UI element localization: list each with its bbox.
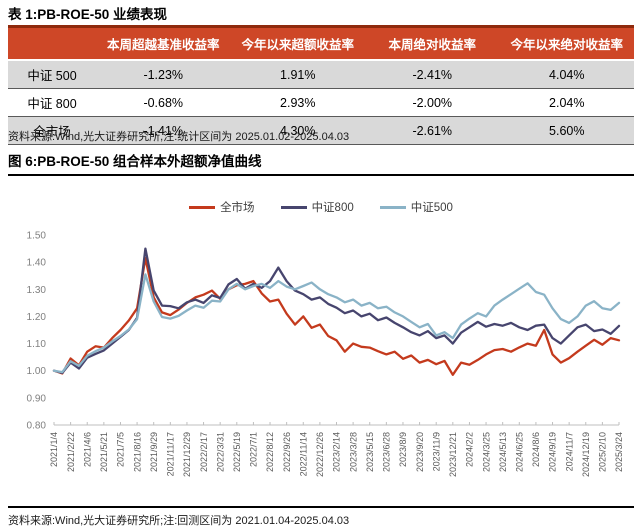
figure-title: 图 6:PB-ROE-50 组合样本外超额净值曲线 [8,154,262,169]
x-axis-tick-label: 2023/9/20 [415,432,425,472]
row-label: 全市场 [8,116,96,145]
table-cell: -2.41% [365,60,500,89]
x-axis-tick-label: 2022/9/26 [282,432,292,472]
x-axis-tick-label: 2021/12/29 [182,432,192,477]
y-axis-tick-label: 1.50 [27,231,47,242]
x-axis-tick-label: 2021/1/4 [49,432,59,467]
legend-label-csi800: 中证800 [311,202,354,214]
x-axis-tick-label: 2022/11/14 [298,432,308,476]
x-axis-tick-label: 2021/9/29 [149,432,159,472]
x-axis-tick-label: 2021/7/5 [116,432,126,467]
table-row: 中证 800 -0.68% 2.93% -2.00% 2.04% [8,88,634,117]
series-line-csi800 [52,247,621,375]
y-axis-tick-label: 1.20 [27,312,47,323]
legend-item-all-market: 全市场 [189,199,255,215]
x-axis-tick-label: 2023/5/15 [365,432,375,472]
x-axis-tick-label: 2021/2/22 [66,432,76,472]
table-cell: 5.60% [499,116,634,145]
table-cell: -0.68% [96,88,231,117]
x-axis-tick-label: 2025/2/10 [598,432,608,472]
table-source-note: 资料来源:Wind,光大证券研究所,注:统计区间为 2025.01.02-202… [8,131,350,143]
x-axis-tick-label: 2022/2/17 [199,432,209,472]
table-header-row: 本周超越基准收益率 今年以来超额收益率 本周绝对收益率 今年以来绝对收益率 [8,25,634,61]
y-axis-tick-label: 0.80 [27,421,47,432]
x-axis-tick-label: 2021/8/16 [132,432,142,472]
x-axis-tick-label: 2021/5/21 [99,432,109,472]
table-row: 中证 500 -1.23% 1.91% -2.41% 4.04% [8,60,634,89]
table-cell: 2.93% [230,88,365,117]
x-axis-tick-label: 2024/2/2 [465,432,475,467]
table-header-cell: 本周超越基准收益率 [96,25,231,61]
x-axis-tick-label: 2023/8/9 [398,432,408,467]
performance-table: 本周超越基准收益率 今年以来超额收益率 本周绝对收益率 今年以来绝对收益率 中证… [8,25,634,145]
table-cell: 2.04% [499,88,634,117]
row-label: 中证 500 [8,60,96,89]
table-header-cell: 本周绝对收益率 [365,25,500,61]
table-header-cell: 今年以来超额收益率 [230,25,365,61]
x-axis-tick-label: 2023/3/28 [348,432,358,472]
x-axis-tick-label: 2022/12/26 [315,432,325,477]
y-axis-tick-label: 1.40 [27,258,47,269]
table-cell: -2.61% [365,116,500,145]
x-axis-tick-label: 2024/6/25 [514,432,524,472]
table-cell: -1.23% [96,60,231,89]
figure-title-rule [8,174,634,176]
x-axis-tick-label: 2022/8/12 [265,432,275,472]
table-header-cell: 今年以来绝对收益率 [499,25,634,61]
x-axis-tick-label: 2025/3/24 [614,432,624,472]
x-axis-tick-label: 2021/11/17 [166,432,176,476]
x-axis-tick-label: 2024/11/7 [564,432,574,471]
legend-item-csi800: 中证800 [280,199,354,215]
x-axis-tick-label: 2024/12/19 [581,432,591,477]
table-cell: -2.00% [365,88,500,117]
chart-legend: 全市场 中证800 中证500 [0,199,642,215]
y-axis-tick-label: 0.90 [27,393,47,404]
x-axis-tick-label: 2024/9/19 [548,432,558,472]
legend-item-csi500: 中证500 [379,199,453,215]
x-axis-tick-label: 2023/6/28 [382,432,392,472]
legend-swatch-csi800 [280,205,307,209]
figure-bottom-rule [8,506,634,508]
legend-label-all-market: 全市场 [220,202,255,214]
x-axis-tick-label: 2024/8/6 [531,432,541,467]
table-row: 全市场 -1.41% 4.30% -2.61% 5.60% [8,116,634,145]
series-line-all-market [52,256,621,376]
series-line-csi500 [52,273,621,374]
excess-nav-line-chart: 0.80 0.90 1.00 1.10 1.20 1.30 1.40 1.50 2021/1/4… [27,231,625,478]
figure-source-note: 资料来源:Wind,光大证券研究所;注:回测区间为 2021.01.04-202… [8,515,350,527]
y-axis-tick-label: 1.30 [27,285,47,296]
y-axis-tick-label: 1.00 [27,366,47,377]
x-axis-tick-label: 2024/5/13 [498,432,508,472]
table-cell: 4.30% [230,116,365,145]
legend-swatch-all-market [189,205,216,209]
x-axis-tick-label: 2022/7/1 [249,432,259,467]
table-cell: -1.41% [96,116,231,145]
y-axis-tick-label: 1.10 [27,339,47,350]
table-cell: 1.91% [230,60,365,89]
legend-label-csi500: 中证500 [410,202,453,214]
x-axis-tick-label: 2023/12/21 [448,432,458,477]
legend-swatch-csi500 [379,205,406,209]
x-axis-tick-label: 2023/11/9 [431,432,441,471]
row-label: 中证 800 [8,88,96,117]
x-axis-tick-label: 2022/5/19 [232,432,242,472]
table-cell: 4.04% [499,60,634,89]
x-axis-tick-label: 2024/3/25 [481,432,491,472]
x-axis-tick-label: 2021/4/6 [82,432,92,467]
x-axis-tick-label: 2023/2/14 [332,432,342,472]
x-axis-tick-label: 2022/3/31 [215,432,225,472]
table-header-cell [8,25,96,61]
table-title: 表 1:PB-ROE-50 业绩表现 [8,7,168,22]
